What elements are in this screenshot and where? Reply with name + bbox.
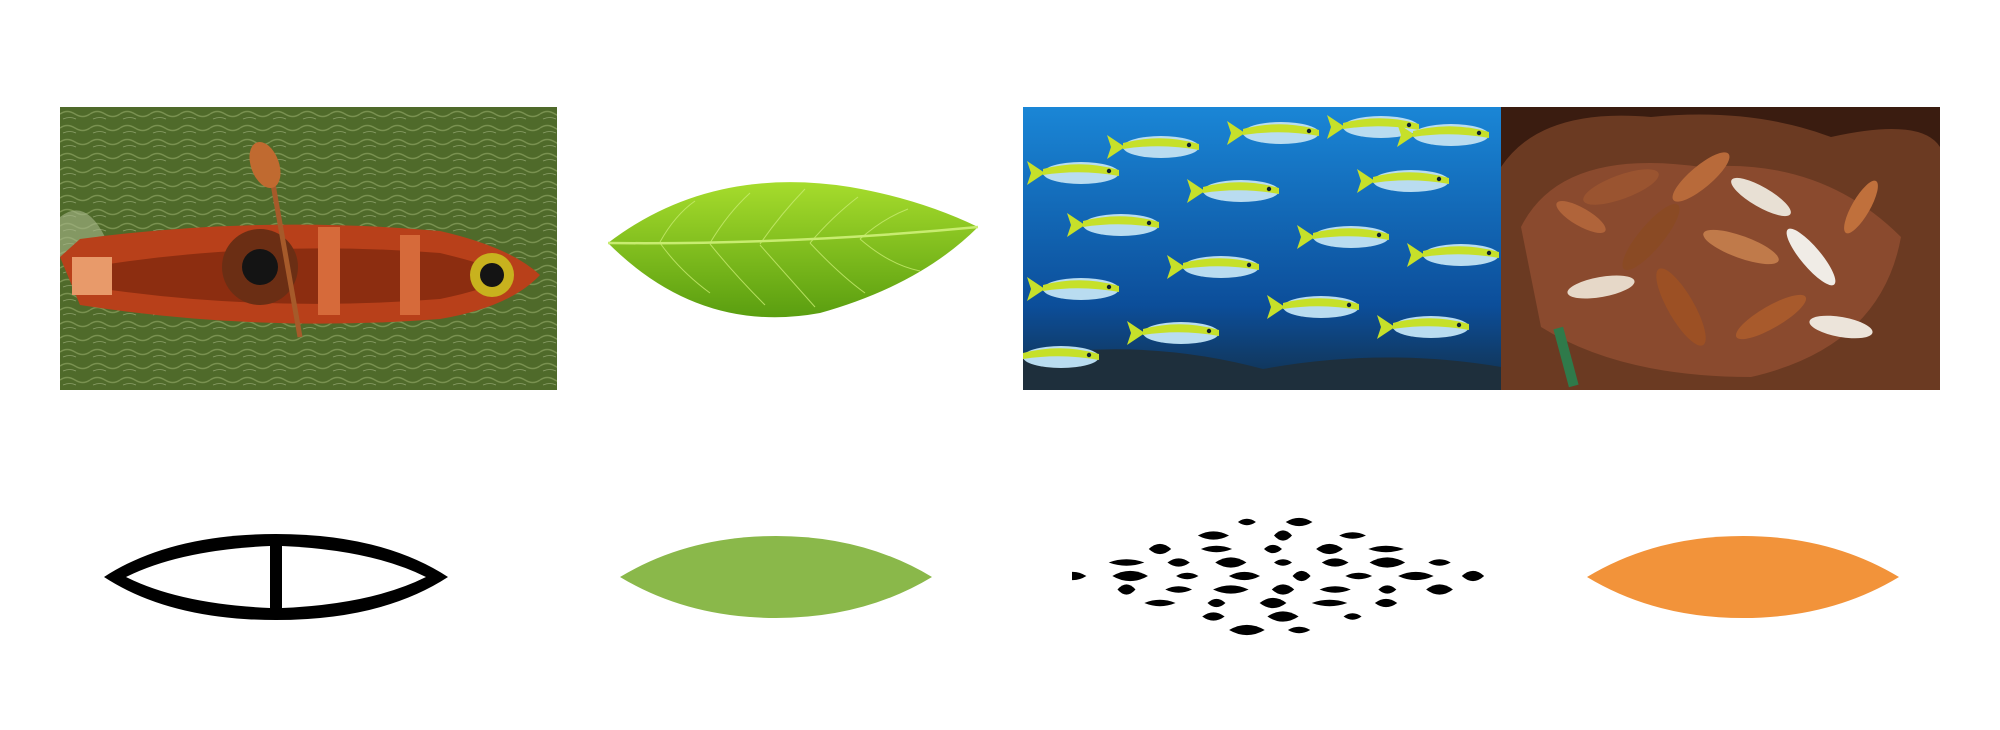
fish-mark	[1274, 530, 1292, 541]
fish-mark	[1345, 572, 1373, 580]
canoe-photo	[60, 107, 557, 390]
fish-mark	[1316, 543, 1343, 555]
fish-mark	[1271, 584, 1295, 595]
fish-mark	[1144, 599, 1176, 607]
fish-mark	[1287, 626, 1311, 634]
fish-mark	[1264, 544, 1282, 554]
fish-mark	[1461, 570, 1484, 582]
leaf-photo	[600, 175, 985, 325]
fish-mark	[1072, 571, 1087, 581]
brazil-nuts-photo-icon	[1501, 107, 1940, 390]
fish-mark	[1108, 559, 1145, 566]
fish-mark	[1176, 572, 1199, 580]
fish-mark	[1259, 597, 1287, 609]
fish-mark	[1369, 557, 1406, 568]
canoe-outline-icon	[100, 528, 452, 626]
fish-mark	[1374, 598, 1398, 608]
fish-mark	[1292, 570, 1311, 582]
fish-mark	[1311, 599, 1348, 607]
fish-mark	[1202, 612, 1225, 621]
fish-mark	[1229, 624, 1265, 636]
fish-mark	[1213, 585, 1249, 594]
fish-mark	[1274, 559, 1292, 566]
fish-mark	[1378, 585, 1397, 594]
fish-mark	[1267, 611, 1299, 622]
fish-mark	[1428, 559, 1451, 566]
fish-mark	[1148, 543, 1172, 555]
fish-mark	[1207, 598, 1226, 608]
fish-mark	[1237, 518, 1256, 526]
fish-mark	[1398, 571, 1434, 581]
fish-mark	[1197, 531, 1230, 540]
fish-mark	[1165, 586, 1193, 593]
leaf-photo-icon	[607, 182, 979, 318]
fish-mark	[1117, 584, 1136, 595]
seed-shape-icon	[1585, 534, 1901, 620]
fish-school-photo-icon	[1023, 107, 1501, 390]
fish-school-icon	[1072, 514, 1484, 640]
canoe-photo-icon	[60, 107, 557, 390]
fish-mark	[1339, 532, 1366, 539]
fish-mark	[1368, 545, 1404, 553]
fish-mark	[1321, 558, 1349, 567]
fish-mark	[1112, 570, 1148, 582]
fish-mark	[1215, 557, 1247, 568]
fish-mark	[1426, 584, 1453, 595]
leaf-shape-icon	[618, 534, 934, 620]
fish-mark	[1285, 517, 1313, 527]
fish-mark	[1343, 613, 1362, 620]
fish-mark	[1200, 545, 1233, 553]
brazil-nuts-photo	[1501, 107, 1940, 390]
fish-mark	[1167, 558, 1190, 567]
fish-mark	[1228, 571, 1261, 581]
fish-mark	[1319, 586, 1351, 593]
fish-school-photo	[1023, 107, 1501, 390]
